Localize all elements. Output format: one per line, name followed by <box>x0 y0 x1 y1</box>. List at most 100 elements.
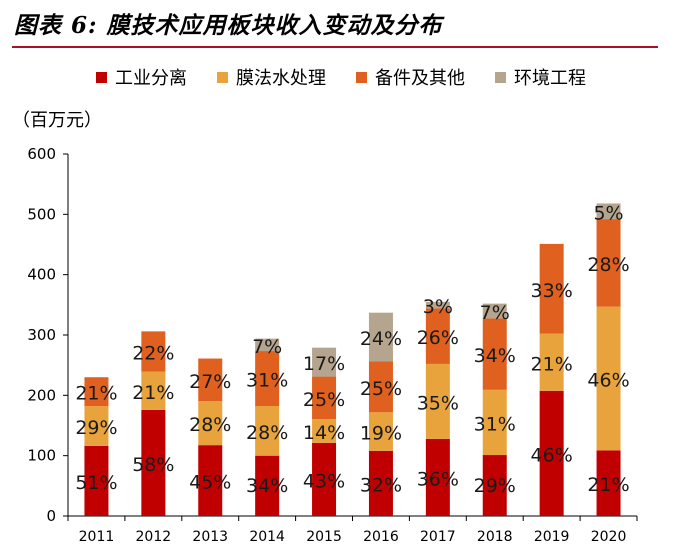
bar-segment-2017-1 <box>425 438 450 516</box>
legend-item-env: 环境工程 <box>495 64 586 90</box>
bar-segment-2011-2 <box>84 406 109 446</box>
y-tick-label: 200 <box>27 386 56 404</box>
data-label-2014-3: 31% <box>246 370 288 392</box>
bar-segment-2014-3 <box>255 351 280 407</box>
bar-segment-2019-1 <box>539 390 564 516</box>
bar-segment-2016-3 <box>368 361 393 413</box>
data-label-2014-2: 28% <box>246 422 288 444</box>
title-divider <box>12 46 658 48</box>
data-label-2012-3: 22% <box>132 342 174 364</box>
data-label-2019-2: 21% <box>531 353 573 375</box>
data-label-2016-1: 32% <box>360 474 402 496</box>
bar-segment-2011-3 <box>84 377 109 407</box>
data-label-2017-1: 36% <box>417 468 459 490</box>
bar-segment-2020-4 <box>596 203 621 220</box>
data-label-2018-1: 29% <box>474 475 516 497</box>
bar-segment-2018-3 <box>482 318 507 390</box>
bar-segment-2020-3 <box>596 219 621 307</box>
data-label-2020-1: 21% <box>587 474 629 496</box>
y-tick-label: 600 <box>27 145 56 163</box>
bar-segment-2012-3 <box>141 331 166 372</box>
bar-segment-2015-2 <box>312 419 337 443</box>
chart-title: 图表 6: 膜技术应用板块收入变动及分布 <box>14 12 443 39</box>
bar-segment-2014-4 <box>255 338 280 352</box>
x-tick-label-2013: 2013 <box>192 529 228 545</box>
data-label-2011-2: 29% <box>75 417 117 439</box>
bar-segment-2015-1 <box>312 442 337 516</box>
data-label-2016-2: 19% <box>360 423 402 445</box>
bar-segment-2013-1 <box>198 445 223 516</box>
x-tick-label-2017: 2017 <box>420 529 456 545</box>
data-label-2017-4: 3% <box>423 296 453 318</box>
data-label-2015-1: 43% <box>303 470 345 492</box>
bar-segment-2020-2 <box>596 306 621 451</box>
data-label-2012-1: 58% <box>132 454 174 476</box>
data-label-2015-2: 14% <box>303 422 345 444</box>
data-label-2016-4: 24% <box>360 328 402 350</box>
data-label-2013-2: 28% <box>189 414 231 436</box>
bar-segment-2020-1 <box>596 450 621 516</box>
data-label-2014-4: 7% <box>252 336 282 358</box>
bar-segment-2013-2 <box>198 401 223 446</box>
data-label-2019-1: 46% <box>531 444 573 466</box>
bar-segment-2017-2 <box>425 363 450 439</box>
bar-segment-2017-4 <box>425 301 450 309</box>
bar-segment-2012-2 <box>141 371 166 410</box>
legend-label-water: 膜法水处理 <box>236 68 326 89</box>
data-label-2020-3: 28% <box>587 254 629 276</box>
bar-segment-2018-4 <box>482 303 507 319</box>
data-label-2019-3: 33% <box>531 280 573 302</box>
bar-segment-2013-3 <box>198 358 223 402</box>
legend-swatch-env <box>495 71 506 83</box>
bar-segment-2018-1 <box>482 455 507 516</box>
y-tick-label: 300 <box>27 326 56 344</box>
bar-segment-2015-3 <box>312 376 337 420</box>
x-tick-label-2012: 2012 <box>136 529 172 545</box>
legend-label-env: 环境工程 <box>514 68 586 89</box>
legend: 工业分离 膜法水处理 备件及其他 环境工程 <box>96 64 586 90</box>
data-label-2013-3: 27% <box>189 371 231 393</box>
data-label-2016-3: 25% <box>360 378 402 400</box>
bar-segment-2019-2 <box>539 333 564 391</box>
x-tick-label-2011: 2011 <box>79 529 115 545</box>
bar-segment-2014-1 <box>255 455 280 516</box>
bar-segment-2016-1 <box>368 450 393 516</box>
bar-segment-2012-1 <box>141 409 166 516</box>
legend-swatch-industrial <box>96 71 107 83</box>
bar-segment-2016-4 <box>368 312 393 362</box>
legend-swatch-water <box>217 71 228 83</box>
data-label-2015-3: 25% <box>303 389 345 411</box>
data-label-2015-4: 17% <box>303 353 345 375</box>
data-label-2011-3: 21% <box>75 383 117 405</box>
x-tick-label-2018: 2018 <box>477 529 513 545</box>
legend-label-parts: 备件及其他 <box>375 68 465 89</box>
bar-segment-2017-3 <box>425 308 450 364</box>
y-tick-label: 500 <box>27 205 56 223</box>
y-axis-unit-label: （百万元） <box>12 110 102 131</box>
legend-item-water: 膜法水处理 <box>217 64 326 90</box>
data-label-2014-1: 34% <box>246 475 288 497</box>
data-label-2020-4: 5% <box>593 202 623 224</box>
data-label-2018-4: 7% <box>480 302 510 324</box>
legend-item-parts: 备件及其他 <box>356 64 465 90</box>
legend-item-industrial: 工业分离 <box>96 64 187 90</box>
data-label-2017-2: 35% <box>417 392 459 414</box>
data-label-2018-2: 31% <box>474 413 516 435</box>
y-tick-label: 0 <box>46 507 56 525</box>
bar-segment-2018-2 <box>482 389 507 456</box>
bar-segment-2019-3 <box>539 243 564 334</box>
bar-segment-2014-2 <box>255 406 280 456</box>
bar-segment-2011-1 <box>84 445 109 516</box>
data-label-2013-1: 45% <box>189 472 231 494</box>
bar-segment-2016-2 <box>368 412 393 451</box>
x-tick-label-2015: 2015 <box>306 529 342 545</box>
data-label-2018-3: 34% <box>474 345 516 367</box>
data-label-2020-2: 46% <box>587 369 629 391</box>
x-tick-label-2014: 2014 <box>249 529 285 545</box>
x-tick-label-2016: 2016 <box>363 529 399 545</box>
y-tick-label: 400 <box>27 266 56 284</box>
legend-swatch-parts <box>356 71 367 83</box>
x-tick-label-2019: 2019 <box>534 529 570 545</box>
legend-label-industrial: 工业分离 <box>115 68 187 89</box>
